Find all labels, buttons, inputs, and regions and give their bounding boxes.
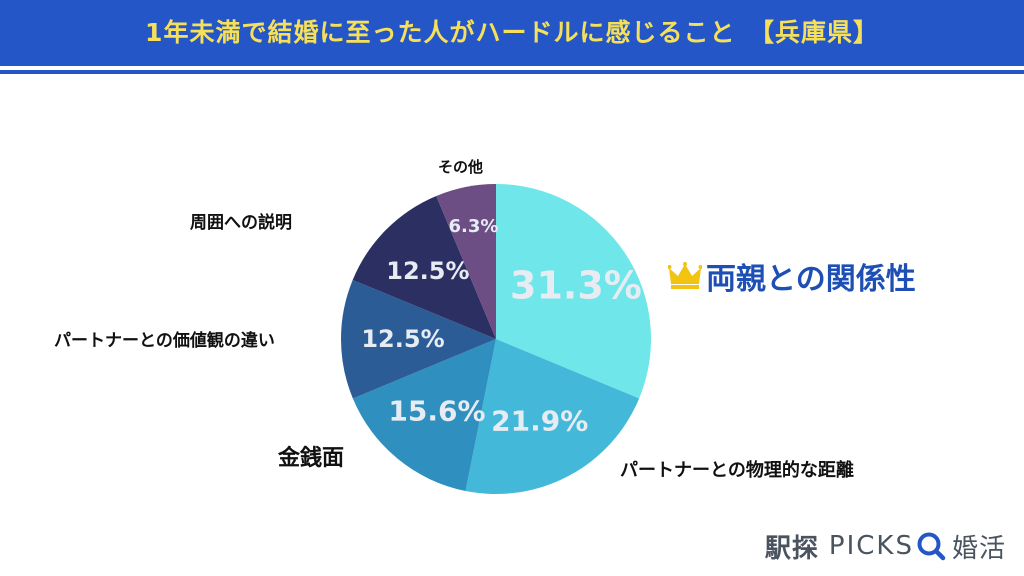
slice-distance [465, 339, 640, 494]
slice-explanation [352, 195, 496, 339]
slice-other [436, 184, 496, 339]
data-label-explanation: 12.5% [386, 257, 469, 285]
data-label-parents: 31.3% [510, 264, 642, 308]
category-label-other: その他 [438, 158, 484, 176]
chart-title: 1年未満で結婚に至った人がハードルに感じること 【兵庫県】 [145, 18, 879, 47]
category-label-parents: 両親との関係性 [668, 254, 916, 298]
data-label-distance: 21.9% [491, 405, 588, 438]
data-label-other: 6.3% [449, 216, 499, 237]
brand-suffix: 婚活 [951, 533, 1006, 564]
search-icon [917, 532, 946, 561]
brand-latin-name: PICKS [828, 531, 914, 561]
category-label-explanation: 周囲への説明 [190, 213, 292, 233]
category-label-money: 金銭面 [278, 446, 345, 471]
brand-jp-name: 駅探 [764, 533, 819, 564]
crown-icon [668, 262, 702, 289]
slice-parents [496, 184, 651, 399]
slice-money [352, 339, 496, 491]
header-divider [0, 70, 1024, 74]
data-label-values: 12.5% [361, 325, 444, 353]
header-bar [0, 0, 1024, 66]
category-label-distance: パートナーとの物理的な距離 [620, 460, 854, 481]
data-label-money: 15.6% [388, 394, 485, 427]
category-label-text: 両親との関係性 [706, 262, 916, 297]
slice-values [340, 279, 496, 399]
category-label-values: パートナーとの価値観の違い [54, 331, 275, 351]
brand-logo: 駅探 PICKS 婚活 [765, 528, 1006, 564]
